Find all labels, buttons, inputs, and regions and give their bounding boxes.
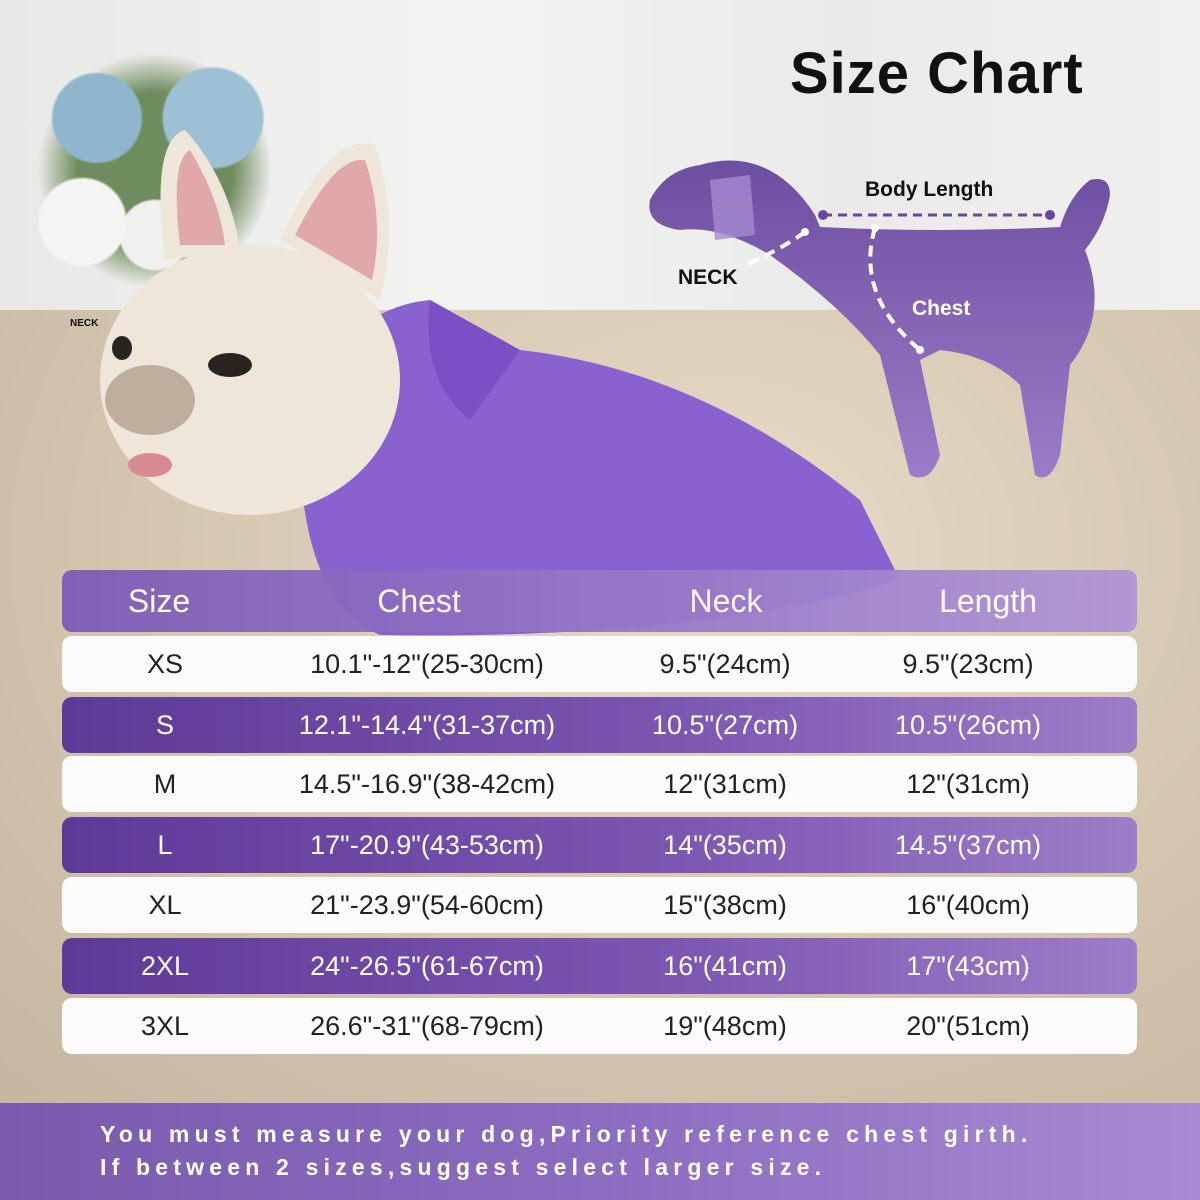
cell-chest: 26.6"-31"(68-79cm) [310, 1010, 544, 1041]
header-chest: Chest [377, 582, 461, 619]
table-row: XL 21"-23.9"(54-60cm) 15"(38cm) 16"(40cm) [62, 877, 1137, 933]
cell-length: 20"(51cm) [906, 1010, 1030, 1041]
table-row: XS 10.1"-12"(25-30cm) 9.5"(24cm) 9.5"(23cm) [62, 636, 1137, 692]
cell-chest: 14.5"-16.9"(38-42cm) [298, 768, 556, 799]
cell-chest: 17"-20.9"(43-53cm) [310, 829, 544, 860]
cell-length: 14.5"(37cm) [894, 829, 1042, 860]
table-row: M 14.5"-16.9"(38-42cm) 12"(31cm) 12"(31cm) [62, 756, 1137, 812]
header-size: Size [127, 582, 191, 619]
french-bulldog-photo [100, 130, 900, 636]
cell-size: XS [146, 648, 184, 679]
cell-neck: 15"(38cm) [663, 889, 787, 920]
page-title: Size Chart [790, 41, 1084, 106]
cell-length: 10.5"(26cm) [894, 709, 1042, 740]
table-header: Size Chest Neck Length [62, 570, 1137, 632]
cell-length: 16"(40cm) [906, 889, 1030, 920]
cell-chest: 12.1"-14.4"(31-37cm) [298, 709, 556, 740]
notice-line-2: If between 2 sizes,suggest select larger… [100, 1154, 827, 1180]
notice-line-1: You must measure your dog,Priority refer… [100, 1121, 1033, 1147]
chest-label: Chest [912, 297, 971, 320]
header-neck: Neck [689, 582, 763, 619]
cell-neck: 10.5"(27cm) [651, 709, 799, 740]
cell-length: 9.5"(23cm) [902, 648, 1034, 679]
cell-chest: 24"-26.5"(61-67cm) [310, 950, 544, 981]
cell-neck: 16"(41cm) [663, 950, 787, 981]
body-length-label: Body Length [865, 178, 994, 201]
cell-size: 3XL [140, 1010, 190, 1041]
notice-banner: You must measure your dog,Priority refer… [0, 1103, 1200, 1200]
dog-measurement-diagram [649, 160, 1110, 478]
neck-label: NECK [678, 266, 738, 289]
cell-neck: 14"(35cm) [663, 829, 787, 860]
cell-length: 12"(31cm) [906, 768, 1030, 799]
cell-neck: 19"(48cm) [663, 1010, 787, 1041]
cell-size: XL [148, 889, 182, 920]
cell-length: 17"(43cm) [906, 950, 1030, 981]
table-row: 3XL 26.6"-31"(68-79cm) 19"(48cm) 20"(51cm) [62, 998, 1137, 1054]
cell-size: S [155, 709, 175, 740]
cell-size: 2XL [140, 950, 190, 981]
photo-neck-label: NECK [70, 318, 99, 329]
table-row: 2XL 24"-26.5"(61-67cm) 16"(41cm) 17"(43cm) [62, 938, 1137, 994]
table-row: S 12.1"-14.4"(31-37cm) 10.5"(27cm) 10.5"(26… [62, 697, 1137, 753]
cell-chest: 10.1"-12"(25-30cm) [310, 648, 544, 679]
cell-neck: 9.5"(24cm) [659, 648, 791, 679]
cell-neck: 12"(31cm) [663, 768, 787, 799]
cell-size: L [157, 829, 173, 860]
dog-silhouette-icon [649, 160, 1110, 478]
cell-chest: 21"-23.9"(54-60cm) [310, 889, 544, 920]
table-row: L 17"-20.9"(43-53cm) 14"(35cm) 14.5"(37cm) [62, 817, 1137, 873]
cell-size: M [153, 768, 177, 799]
header-length: Length [939, 582, 1037, 619]
